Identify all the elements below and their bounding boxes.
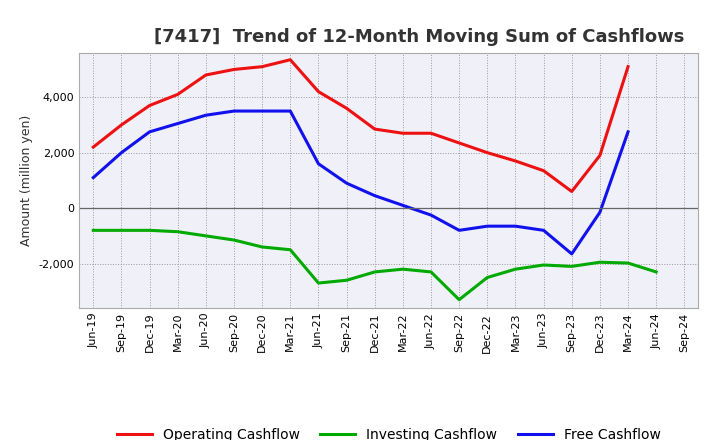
Operating Cashflow [286,57,294,62]
Investing Cashflow [314,280,323,286]
Free Cashflow [427,213,436,218]
Investing Cashflow [230,238,238,243]
Free Cashflow [117,150,126,155]
Operating Cashflow [202,72,210,77]
Operating Cashflow [567,189,576,194]
Operating Cashflow [314,89,323,94]
Investing Cashflow [370,269,379,275]
Operating Cashflow [483,150,492,155]
Operating Cashflow [89,144,98,150]
Free Cashflow [258,108,266,114]
Investing Cashflow [595,260,604,265]
Investing Cashflow [567,264,576,269]
Line: Investing Cashflow: Investing Cashflow [94,230,656,300]
Investing Cashflow [399,267,408,272]
Free Cashflow [286,108,294,114]
Free Cashflow [539,227,548,233]
Operating Cashflow [455,140,464,146]
Operating Cashflow [511,158,520,164]
Line: Operating Cashflow: Operating Cashflow [94,60,628,191]
Operating Cashflow [174,92,182,97]
Investing Cashflow [455,297,464,302]
Operating Cashflow [624,64,632,70]
Investing Cashflow [511,267,520,272]
Free Cashflow [511,224,520,229]
Operating Cashflow [230,67,238,72]
Free Cashflow [399,203,408,208]
Free Cashflow [370,193,379,198]
Operating Cashflow [595,153,604,158]
Operating Cashflow [117,122,126,128]
Free Cashflow [314,161,323,166]
Operating Cashflow [370,126,379,132]
Operating Cashflow [258,64,266,70]
Investing Cashflow [652,269,660,275]
Investing Cashflow [286,247,294,253]
Investing Cashflow [89,227,98,233]
Investing Cashflow [624,260,632,266]
Free Cashflow [595,210,604,215]
Operating Cashflow [145,103,154,108]
Operating Cashflow [427,131,436,136]
Free Cashflow [567,251,576,257]
Operating Cashflow [342,106,351,111]
Text: [7417]  Trend of 12-Month Moving Sum of Cashflows: [7417] Trend of 12-Month Moving Sum of C… [153,28,684,46]
Investing Cashflow [539,262,548,268]
Investing Cashflow [145,227,154,233]
Line: Free Cashflow: Free Cashflow [94,111,628,254]
Free Cashflow [624,129,632,135]
Free Cashflow [483,224,492,229]
Investing Cashflow [427,269,436,275]
Investing Cashflow [117,227,126,233]
Free Cashflow [174,121,182,126]
Free Cashflow [89,175,98,180]
Investing Cashflow [174,229,182,235]
Free Cashflow [342,180,351,186]
Legend: Operating Cashflow, Investing Cashflow, Free Cashflow: Operating Cashflow, Investing Cashflow, … [111,422,667,440]
Free Cashflow [455,227,464,233]
Investing Cashflow [342,278,351,283]
Y-axis label: Amount (million yen): Amount (million yen) [20,115,33,246]
Operating Cashflow [399,131,408,136]
Investing Cashflow [258,244,266,249]
Investing Cashflow [202,233,210,238]
Free Cashflow [230,108,238,114]
Free Cashflow [145,129,154,135]
Operating Cashflow [539,168,548,173]
Investing Cashflow [483,275,492,280]
Free Cashflow [202,113,210,118]
